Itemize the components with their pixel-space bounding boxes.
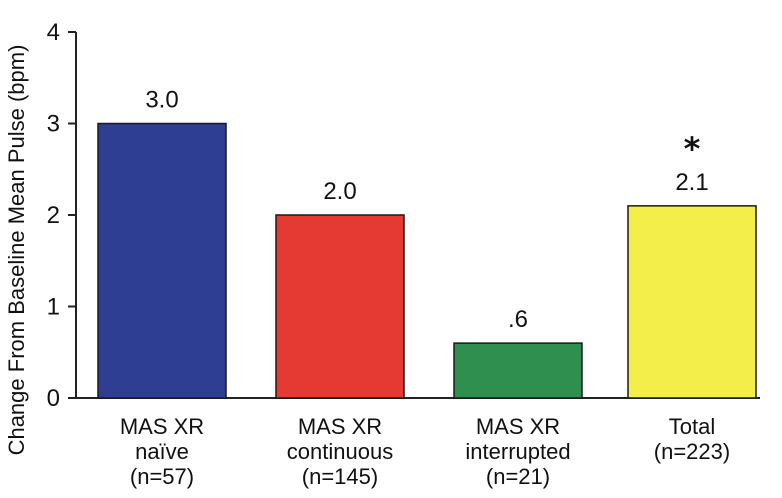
category-label: MAS XR — [476, 414, 560, 439]
annotations: * — [684, 130, 701, 168]
data-label: 3.0 — [145, 87, 178, 114]
category-label: (n=223) — [654, 439, 730, 464]
bar — [97, 122, 227, 399]
y-axis-title: Change From Baseline Mean Pulse (bpm) — [4, 45, 29, 456]
y-ticks: 0 1 2 3 4 — [47, 19, 76, 412]
category-label: (n=145) — [302, 464, 378, 489]
bar — [627, 205, 757, 399]
y-tick-label: 3 — [47, 111, 60, 138]
y-tick-label: 0 — [47, 385, 60, 412]
y-tick-label: 2 — [47, 202, 60, 229]
bars — [97, 122, 757, 399]
data-label: .6 — [508, 306, 528, 333]
y-tick-label: 4 — [47, 19, 60, 46]
category-label: continuous — [287, 439, 393, 464]
significance-marker: * — [684, 130, 701, 168]
category-label: MAS XR — [298, 414, 382, 439]
category-label: (n=21) — [486, 464, 550, 489]
bar — [453, 342, 583, 399]
data-label: 2.0 — [323, 178, 356, 205]
data-label: 2.1 — [675, 169, 708, 196]
category-label: naïve — [135, 439, 189, 464]
value-labels: 3.0 2.0 .6 2.1 — [145, 87, 708, 334]
category-label: interrupted — [465, 439, 570, 464]
category-label: (n=57) — [130, 464, 194, 489]
y-tick-label: 1 — [47, 294, 60, 321]
category-label: MAS XR — [120, 414, 204, 439]
bar — [275, 214, 405, 399]
category-label: Total — [669, 414, 715, 439]
